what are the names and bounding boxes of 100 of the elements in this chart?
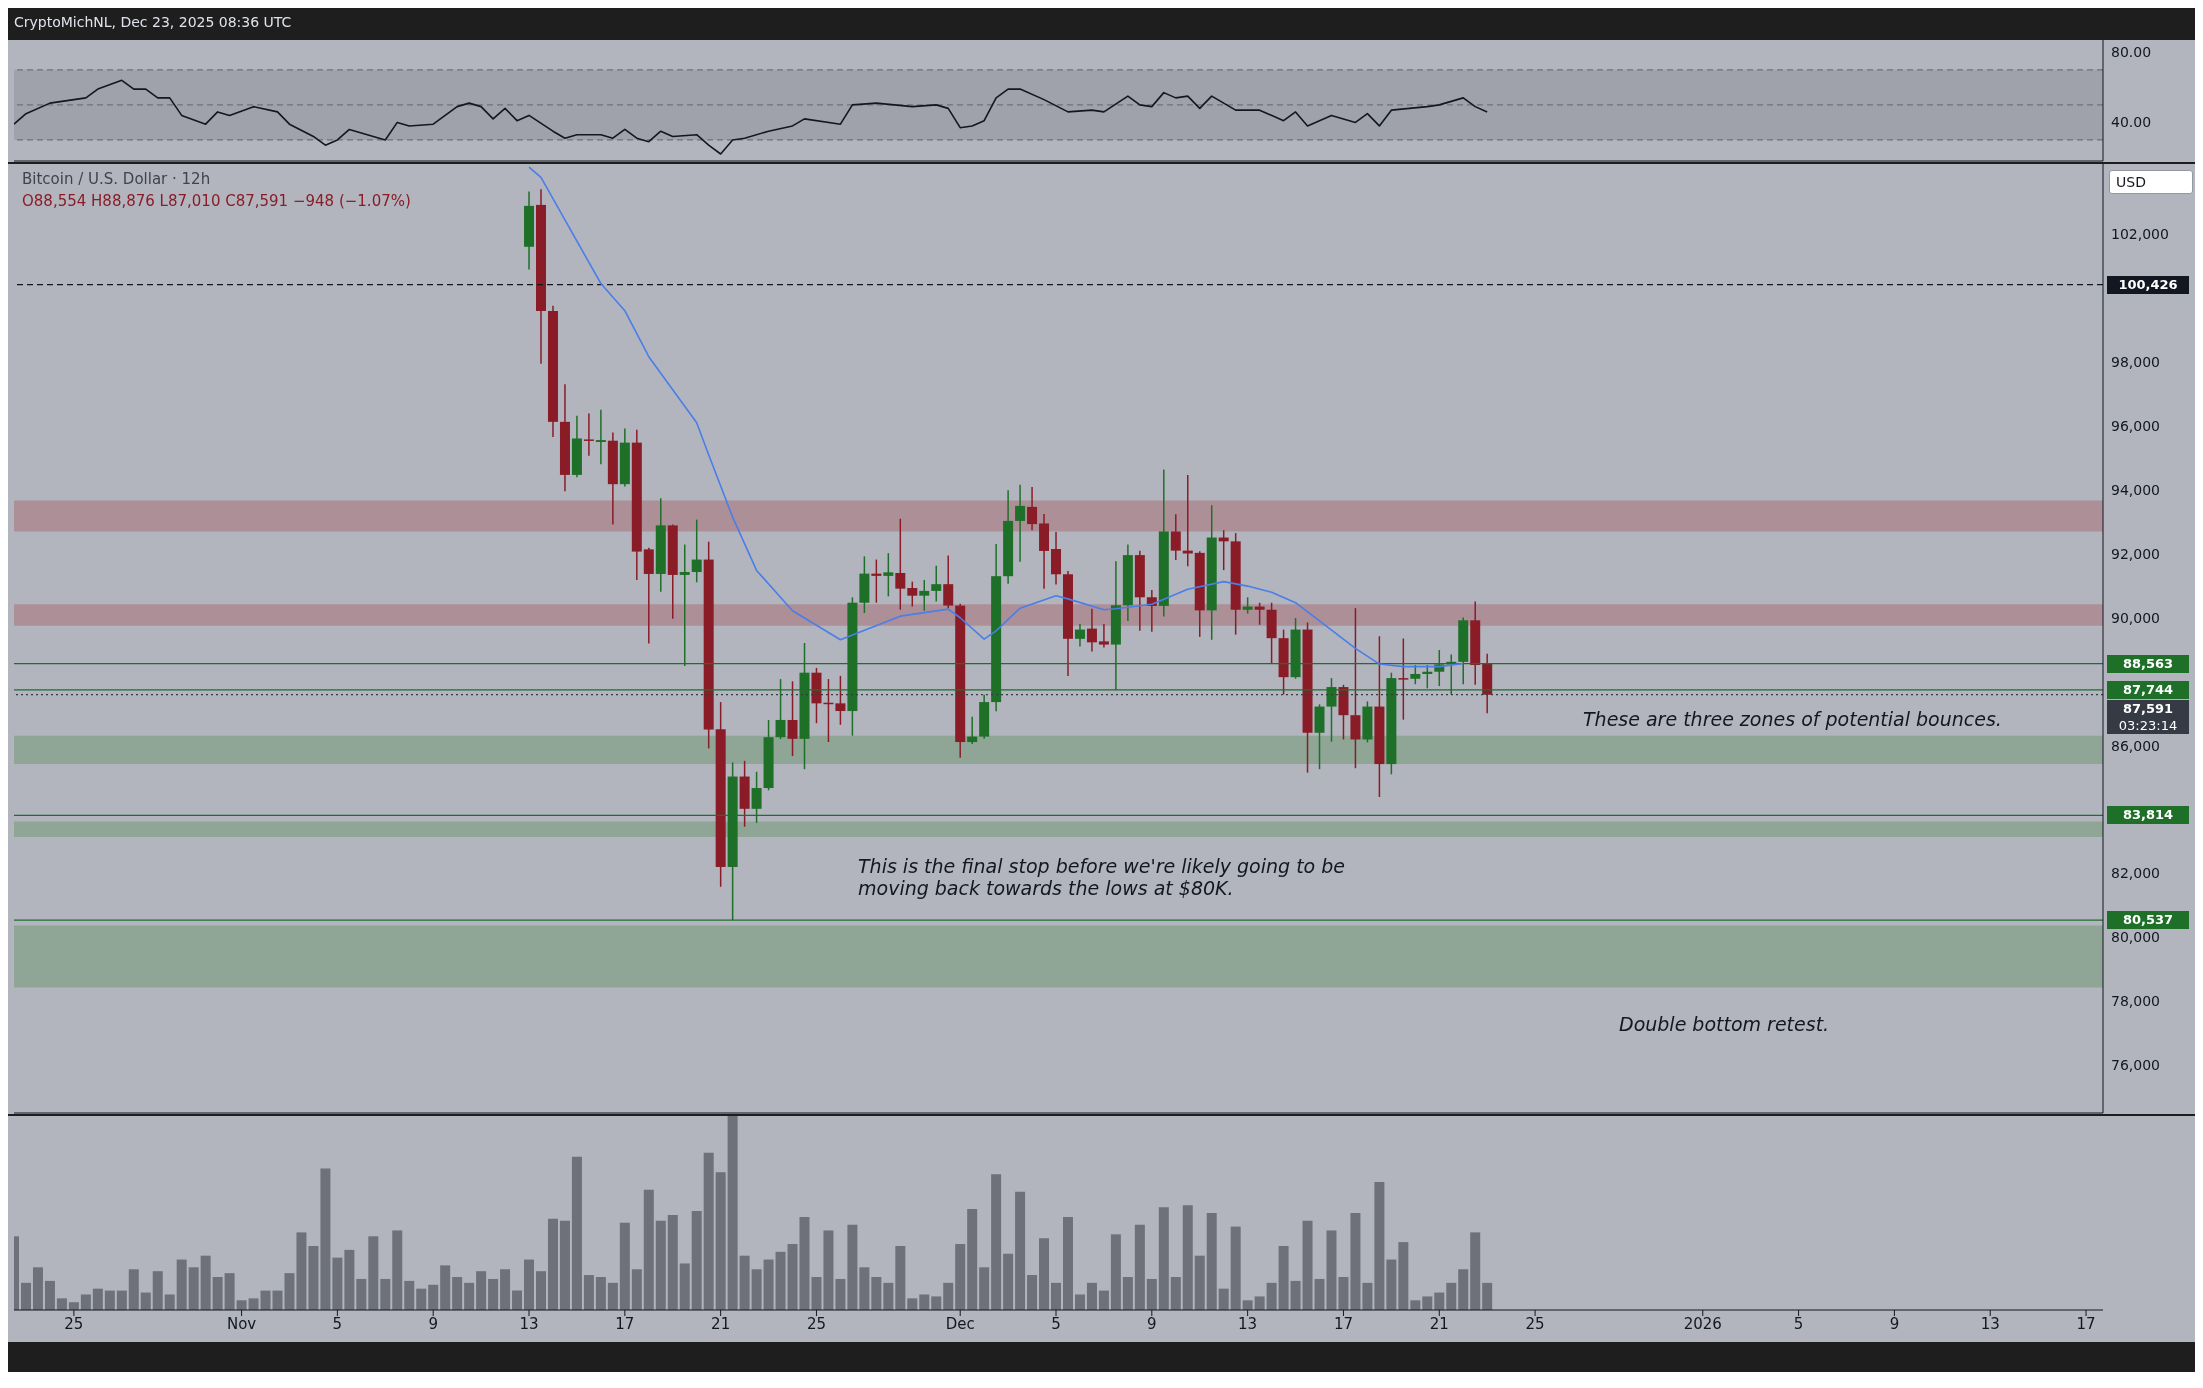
bar [1482,1282,1493,1310]
ref-line-label: 87,744 [2107,680,2189,699]
x-tick-label: 13 [519,1314,539,1333]
bar [44,1280,55,1310]
x-tick-label: 17 [615,1314,635,1333]
bar [595,1277,606,1310]
bar [1218,1288,1229,1310]
bar [727,1116,738,1310]
bar [32,1267,43,1310]
x-tick-label: 2026 [1683,1314,1722,1333]
y-tick-label: 96,000 [2111,417,2160,434]
bar [212,1277,223,1310]
bar [344,1249,355,1310]
bar [775,1251,786,1310]
bar [1170,1277,1181,1310]
x-tick-label: 5 [1793,1314,1804,1333]
candlestick [1086,608,1097,653]
annotation: These are three zones of potential bounces. [1583,708,2002,731]
bar [188,1267,199,1310]
bar [883,1282,894,1310]
candlestick [1170,513,1181,561]
bar [164,1294,175,1310]
y-tick-label: 102,000 [2111,226,2169,243]
y-tick-label: 86,000 [2111,737,2160,754]
x-tick-label: 25 [1525,1314,1545,1333]
bar [1098,1290,1109,1310]
y-tick-label: 90,000 [2111,609,2160,626]
bar [1182,1205,1193,1310]
bar [356,1278,367,1310]
bar [763,1259,774,1310]
bar [368,1236,379,1310]
candlestick [583,412,594,457]
bar [104,1290,115,1310]
bar [1398,1242,1409,1310]
bar [320,1168,331,1310]
candlestick [883,552,894,598]
candlestick [919,579,930,612]
bar [308,1245,319,1310]
y-tick-label: 40.00 [2111,114,2152,131]
bar [679,1263,690,1310]
bar [823,1230,834,1310]
x-tick-label: Dec [945,1314,975,1333]
bar [607,1282,618,1310]
candlestick [691,518,702,584]
bar [80,1294,91,1310]
ref-line-label: 80,537 [2107,911,2189,930]
bar [1074,1294,1085,1310]
y-tick-label: 98,000 [2111,354,2160,371]
candlestick [595,408,606,466]
text: O88,554 H88,876 L87,010 C87,591 −948 (−1.07%) [22,192,411,210]
bar [500,1269,511,1310]
bar [955,1244,966,1310]
bar [919,1294,930,1310]
bar [1350,1213,1361,1310]
ref-line-label: 83,814 [2107,806,2189,825]
x-tick-label: 21 [1429,1314,1449,1333]
bar [895,1245,906,1310]
y-tick-label: 82,000 [2111,865,2160,882]
bar [536,1271,546,1310]
bar [1338,1277,1349,1310]
bar [1146,1278,1157,1310]
bar [1158,1207,1169,1310]
candlestick [1027,486,1038,531]
bar [1206,1213,1217,1310]
bar [428,1284,439,1310]
bar [1086,1282,1097,1310]
bar [1290,1280,1301,1310]
candlestick [1398,637,1409,721]
bar [392,1230,403,1310]
bar [835,1278,846,1310]
text: USD [2109,170,2193,195]
bar [524,1259,535,1310]
bar [1410,1300,1421,1310]
candlestick [871,558,882,604]
bar [1362,1282,1373,1310]
candlestick [931,564,942,603]
bar [1194,1255,1205,1310]
bar [140,1292,151,1310]
bar [1015,1191,1026,1310]
ref-line-label: 87,591 [2107,699,2189,718]
bar [979,1267,990,1310]
x-tick-label: 13 [1980,1314,2000,1333]
bar [967,1209,978,1310]
x-tick-label: 9 [428,1314,438,1333]
candlestick [943,554,954,609]
y-tick-label: 80,000 [2111,929,2160,946]
bar [452,1277,463,1310]
bar [176,1259,187,1310]
bar [1434,1292,1445,1310]
bar [260,1290,271,1310]
bar [811,1277,822,1310]
y-tick-label: 80.00 [2111,44,2152,61]
x-tick-label: 9 [1147,1314,1157,1333]
y-tick-label: 76,000 [2111,1057,2160,1074]
bar [1266,1282,1277,1310]
bar [1003,1253,1014,1310]
bar [703,1152,714,1310]
bar [559,1220,570,1310]
bar [1110,1234,1121,1310]
candlestick [787,680,798,757]
